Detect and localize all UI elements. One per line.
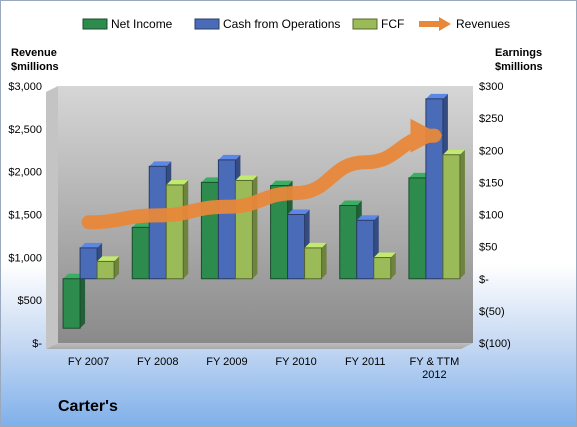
legend-label: Cash from Operations — [223, 17, 340, 31]
legend-label: Revenues — [456, 17, 510, 31]
left-tick-label: $1,500 — [8, 210, 42, 222]
bar-side — [114, 256, 120, 279]
left-tick-label: $500 — [18, 295, 42, 307]
bar-face — [217, 159, 236, 280]
category-label: FY 2008 — [137, 356, 178, 368]
bar-face — [148, 165, 167, 280]
bar-top — [304, 242, 327, 248]
bar-side — [252, 175, 258, 279]
legend-swatch — [352, 18, 378, 30]
bar-face — [62, 278, 81, 329]
revenue-arrow — [81, 118, 443, 230]
bar-face — [442, 154, 461, 280]
bar-face — [200, 181, 219, 280]
left-tick-label: $1,000 — [8, 252, 42, 264]
legend-label: Net Income — [111, 17, 173, 31]
bar-side — [183, 179, 189, 279]
bar-top — [97, 256, 120, 262]
right-axis-title-line2: $millions — [495, 61, 543, 73]
legend-swatch — [194, 18, 220, 30]
bar-face — [79, 247, 98, 280]
bar-face — [165, 184, 184, 280]
bar-face — [425, 98, 444, 280]
category-label: FY 2007 — [68, 356, 109, 368]
left-tick-label: $3,000 — [8, 81, 42, 93]
left-tick-label: $- — [32, 338, 42, 350]
bar-side — [321, 242, 327, 279]
bar-top — [356, 215, 379, 221]
category-label: FY 2010 — [275, 356, 316, 368]
bars — [62, 93, 465, 329]
category-labels: FY 2007 FY 2008 FY 2009 FY 2010 FY 2011 FY & … — [68, 356, 459, 381]
right-tick-label: $50 — [479, 242, 497, 254]
bar-face — [96, 260, 115, 280]
left-axis-title-line2: $millions — [11, 61, 59, 73]
right-tick-label: $100 — [479, 210, 503, 222]
revenue-line — [81, 118, 443, 230]
left-tick-label: $2,500 — [8, 124, 42, 136]
bar-face — [234, 179, 253, 280]
left-axis-title-line1: Revenue — [11, 47, 57, 59]
bar-side — [459, 149, 465, 279]
bar-face — [131, 226, 150, 280]
bar-fcf-4 — [373, 252, 396, 280]
bar-top — [149, 161, 172, 167]
bar-face — [339, 205, 358, 280]
bar-fcf-2 — [234, 175, 258, 280]
plot-floor — [46, 343, 473, 349]
right-tick-label: $(50) — [479, 306, 505, 318]
category-label: FY & TTM 2012 — [410, 356, 460, 381]
right-tick-label: $- — [479, 274, 489, 286]
bar-fcf-5 — [442, 149, 465, 280]
bar-face — [408, 177, 427, 280]
right-tick-label: $300 — [479, 81, 503, 93]
right-axis-title-line1: Earnings — [495, 47, 542, 59]
right-tick-label: $200 — [479, 145, 503, 157]
bar-top — [339, 200, 362, 206]
category-label: FY 2009 — [206, 356, 247, 368]
bar-face — [373, 257, 392, 280]
bar-net-income-0 — [62, 273, 86, 329]
plot-side-wall — [46, 86, 58, 349]
left-axis-ticks: $3,000 $2,500 $2,000 $1,500 $1,000 $500 $- — [8, 81, 42, 350]
bar-top — [442, 149, 465, 155]
legend-arrow-head — [439, 17, 451, 31]
right-tick-label: $250 — [479, 113, 503, 125]
bar-side — [80, 273, 86, 329]
bar-top — [270, 180, 293, 186]
legend: Net Income Cash from Operations FCF Revenue… — [82, 17, 510, 31]
category-label: FY 2011 — [345, 356, 386, 368]
chart-title: Carter's — [58, 398, 118, 415]
right-axis-ticks: $300 $250 $200 $150 $100 $50 $- $(50) $(100) — [479, 81, 511, 350]
bar-face — [287, 214, 306, 280]
bar-fcf-0 — [96, 256, 120, 280]
legend-swatch — [82, 18, 108, 30]
bar-top — [373, 252, 396, 258]
bar-side — [390, 252, 396, 279]
bar-top — [80, 242, 103, 248]
left-tick-label: $2,000 — [8, 167, 42, 179]
bar-face — [356, 219, 375, 280]
bar-top — [218, 154, 241, 160]
bar-face — [304, 247, 323, 280]
bar-top — [166, 179, 189, 185]
bar-fcf-3 — [304, 242, 327, 280]
right-tick-label: $(100) — [479, 338, 511, 350]
right-tick-label: $150 — [479, 177, 503, 189]
bar-top — [235, 175, 258, 181]
legend-label: FCF — [381, 17, 404, 31]
bar-top — [287, 209, 310, 215]
bar-top — [425, 93, 448, 99]
bar-fcf-1 — [165, 179, 189, 280]
